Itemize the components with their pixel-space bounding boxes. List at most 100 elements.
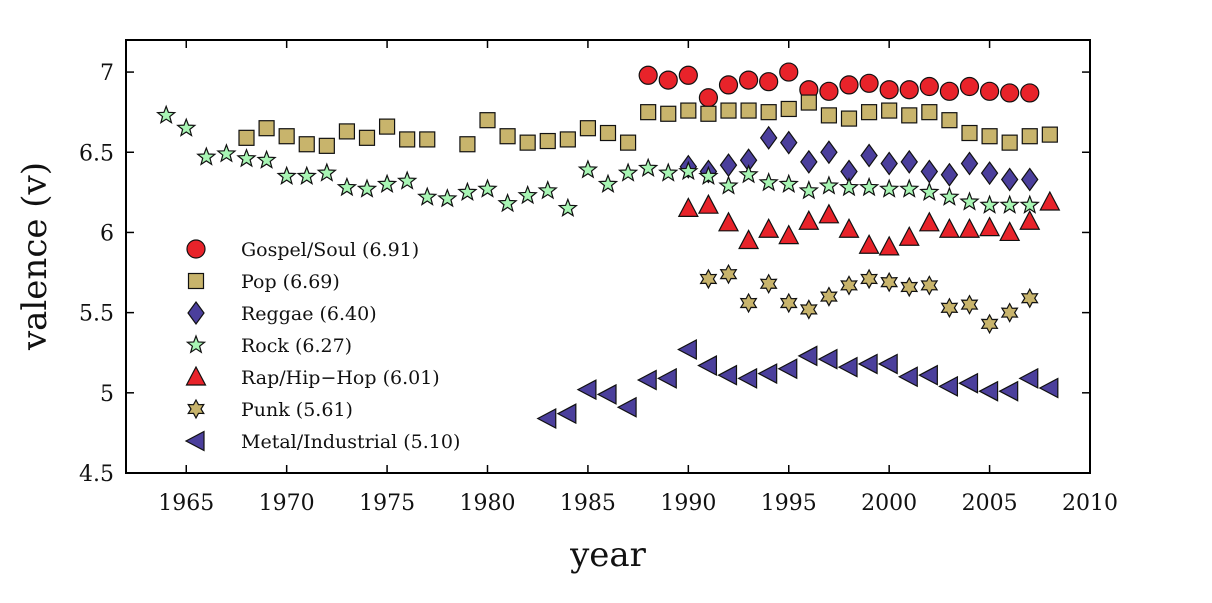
data-point [1000, 302, 1019, 323]
data-point [298, 136, 315, 153]
y-tick-label: 4.5 [79, 462, 114, 487]
data-point [880, 271, 899, 293]
data-point [457, 181, 478, 202]
legend-item-rock-6-27: Rock (6.27) [185, 334, 352, 357]
data-point [757, 363, 778, 385]
legend-item-reggae-6-40: Reggae (6.40) [187, 300, 377, 326]
series-pop-6-69 [238, 94, 1058, 154]
x-tick-label: 2000 [861, 491, 917, 516]
data-point [960, 294, 979, 315]
data-point [919, 181, 940, 202]
data-point [717, 364, 738, 386]
data-point [1021, 128, 1038, 145]
data-point [800, 149, 818, 174]
legend-label: Reggae (6.40) [241, 303, 377, 325]
legend-marker [187, 398, 205, 420]
data-point [616, 396, 637, 418]
data-point [961, 124, 978, 142]
data-point [539, 132, 556, 150]
data-point [678, 65, 698, 85]
data-point [557, 197, 579, 218]
data-point [838, 176, 860, 197]
legend-marker [187, 272, 205, 290]
data-point [981, 128, 998, 145]
data-point [536, 407, 557, 429]
data-point [1020, 287, 1039, 309]
data-point [1021, 167, 1039, 192]
data-point [817, 348, 838, 370]
data-point [236, 147, 257, 168]
legend-label: Rock (6.27) [241, 335, 352, 357]
data-point [577, 159, 599, 179]
data-point [959, 191, 980, 211]
data-point [517, 184, 538, 205]
data-point [296, 165, 317, 185]
data-point [336, 176, 358, 197]
data-point [499, 128, 516, 145]
data-point [921, 104, 938, 121]
data-point [881, 102, 898, 119]
data-point [837, 356, 858, 378]
data-point [477, 178, 498, 198]
data-point [238, 129, 255, 146]
data-point [677, 339, 697, 361]
data-point [780, 130, 798, 155]
legend-label: Pop (6.69) [241, 271, 340, 293]
data-point [779, 292, 798, 314]
data-point [938, 375, 959, 397]
legend-label: Gospel/Soul (6.91) [241, 239, 419, 261]
data-point [278, 128, 295, 145]
data-point [878, 178, 900, 198]
data-point [758, 172, 779, 192]
legend-item-punk-5-61: Punk (5.61) [187, 398, 353, 421]
data-point [599, 124, 617, 142]
data-point [638, 65, 658, 85]
data-point [376, 173, 398, 193]
legend-marker [187, 300, 205, 326]
data-point [660, 105, 677, 122]
legend-label: Metal/Industrial (5.10) [241, 431, 460, 453]
data-point [537, 180, 558, 200]
data-point [216, 143, 237, 163]
data-point [737, 367, 758, 389]
data-point [1038, 377, 1059, 399]
data-point [918, 211, 940, 232]
data-point [519, 134, 536, 151]
data-point [978, 380, 999, 402]
data-point [859, 73, 879, 93]
data-point [879, 80, 899, 100]
data-point [818, 203, 840, 224]
data-point [396, 170, 418, 190]
data-point [759, 72, 779, 92]
data-point [820, 140, 838, 165]
data-point [697, 355, 718, 377]
data-point [820, 107, 838, 124]
x-axis-title: year [569, 535, 647, 575]
data-point [840, 110, 858, 127]
x-tick-label: 1965 [158, 491, 214, 516]
data-point [760, 104, 777, 121]
data-point [899, 80, 919, 100]
data-point [940, 162, 959, 187]
data-point [155, 104, 177, 125]
data-point [1001, 134, 1018, 151]
data-point [739, 292, 758, 314]
data-point [738, 229, 760, 250]
legend-marker [185, 334, 207, 354]
data-point [417, 186, 438, 206]
data-point [719, 153, 738, 178]
data-point [196, 146, 217, 166]
data-point [318, 137, 335, 154]
x-tick-label: 1990 [660, 491, 716, 516]
data-point [979, 194, 1000, 214]
data-point [920, 275, 939, 296]
data-point [838, 217, 860, 238]
data-point [617, 162, 639, 182]
y-axis-title: valence (v) [15, 162, 55, 351]
data-point [700, 105, 717, 122]
data-point [857, 353, 878, 375]
data-point [799, 299, 818, 320]
data-point [958, 372, 979, 394]
data-point [858, 176, 880, 197]
data-point [938, 217, 960, 238]
